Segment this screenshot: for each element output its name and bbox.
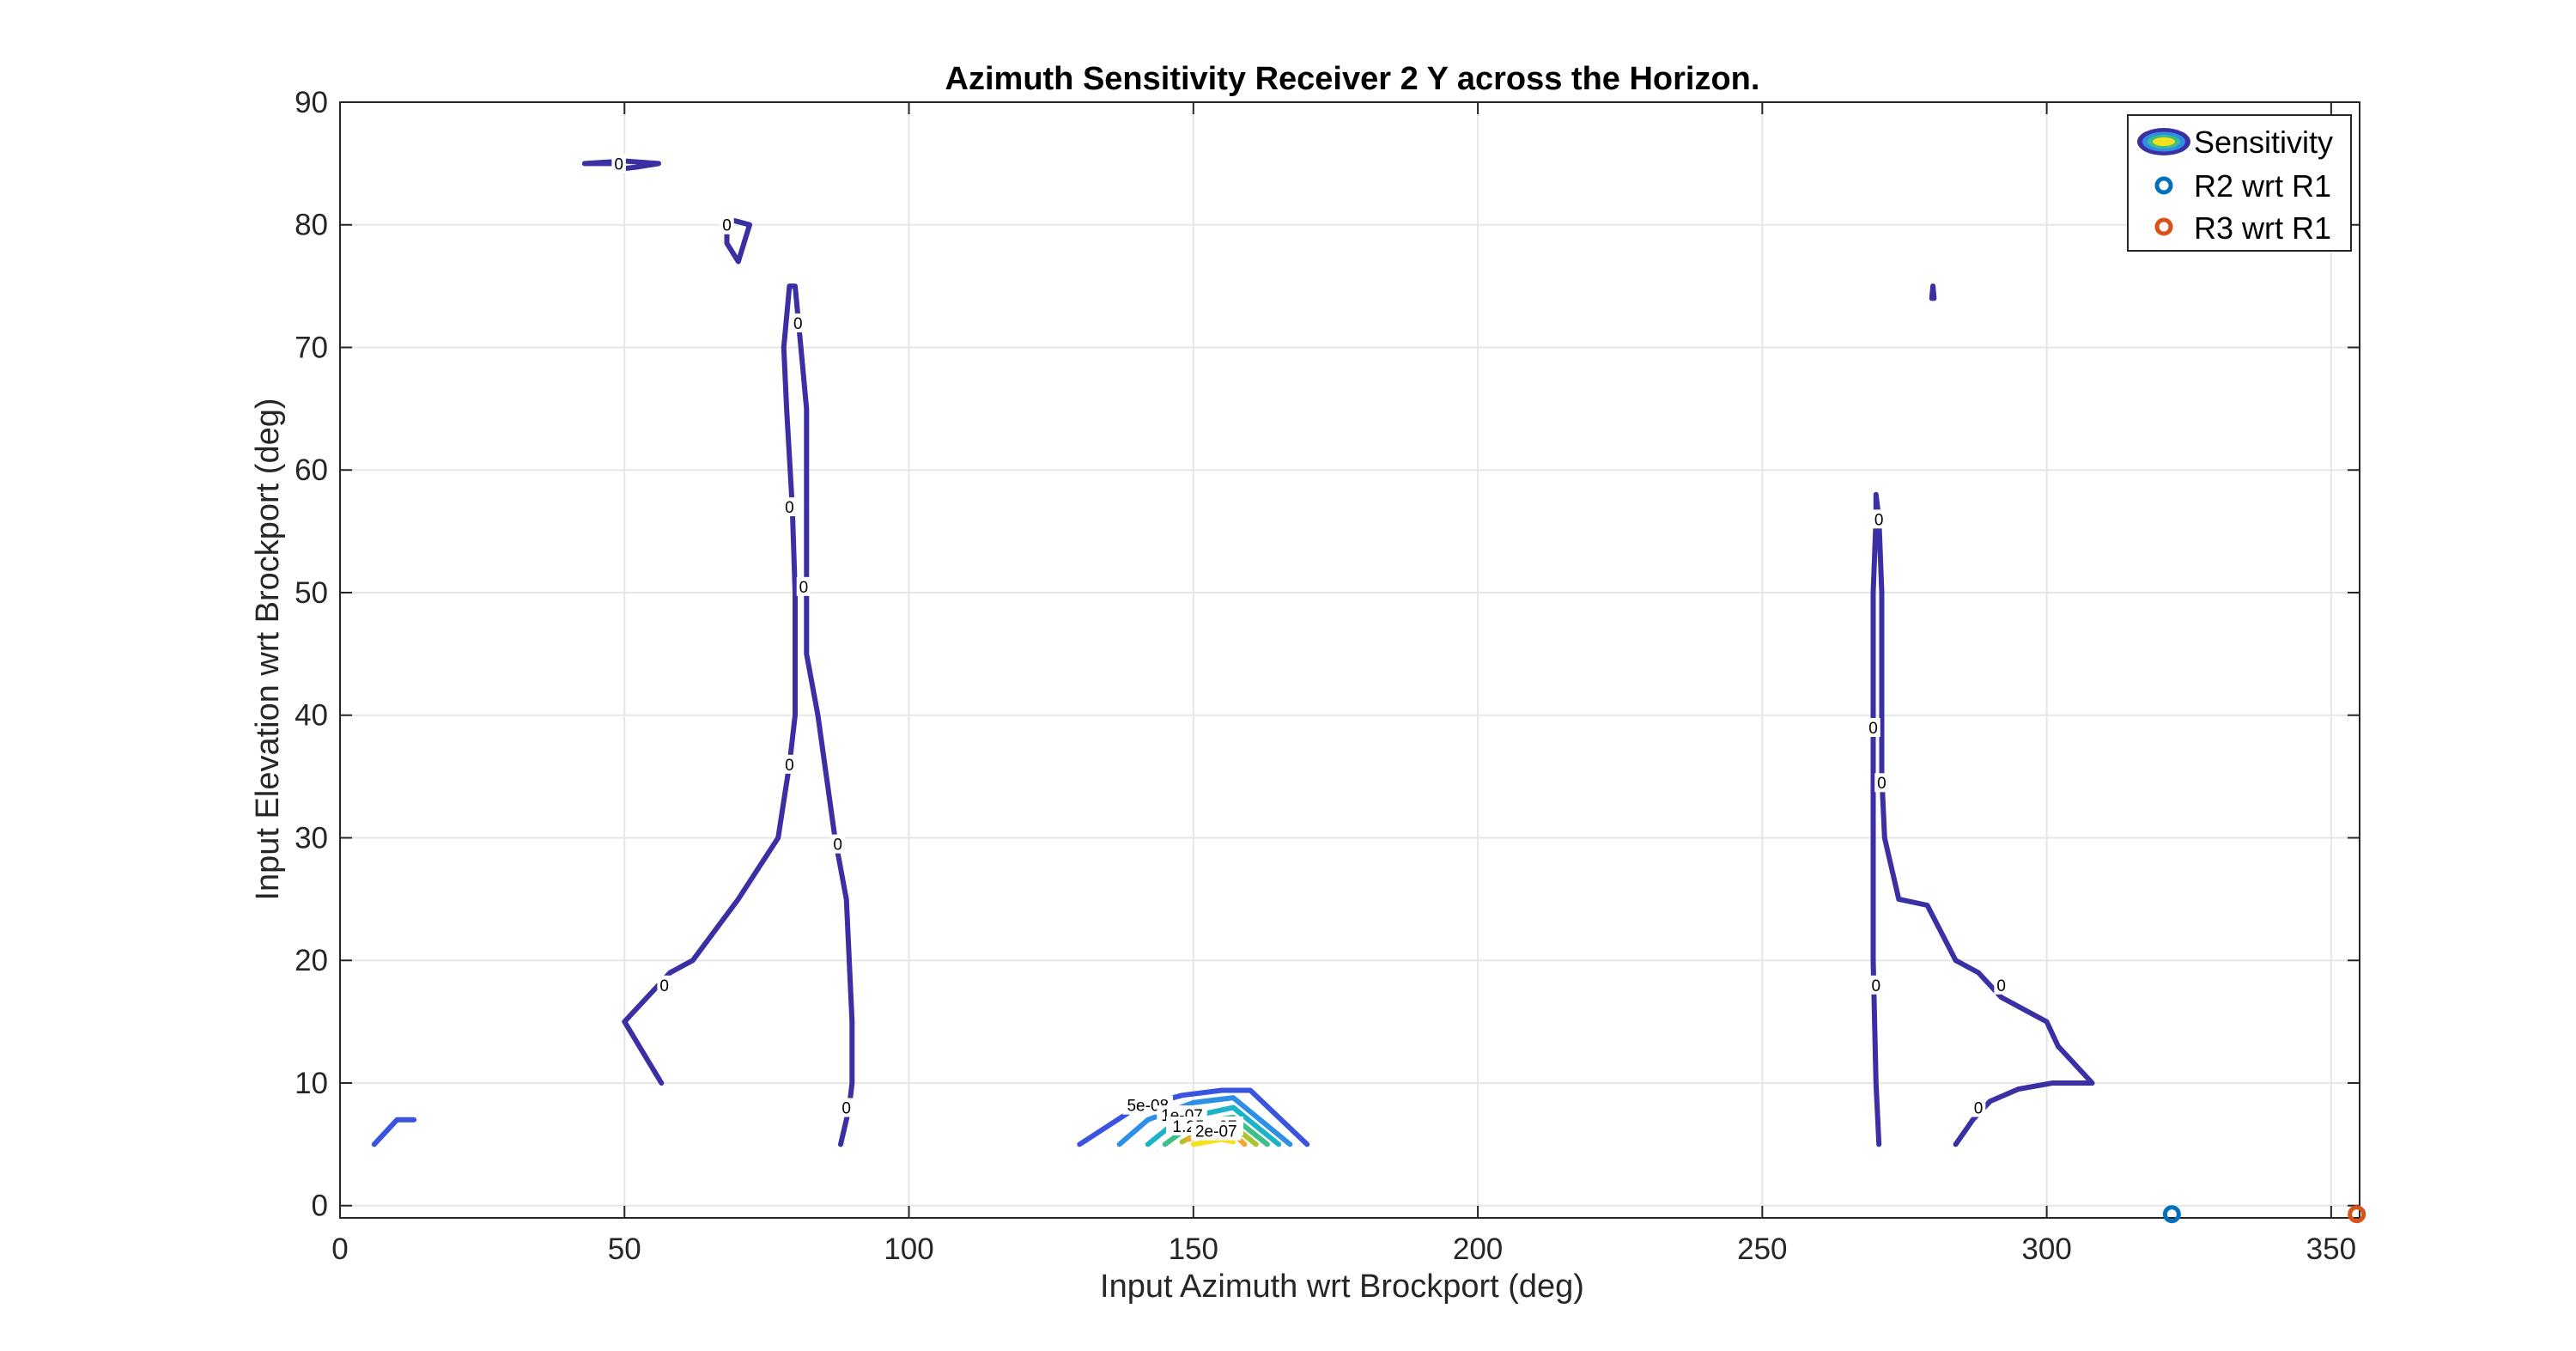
- grid-lines: [339, 101, 2360, 1218]
- contour-label: 0: [799, 579, 809, 597]
- x-tick-label: 50: [608, 1232, 641, 1266]
- y-axis-label: Input Elevation wrt Brockport (deg): [250, 398, 286, 900]
- contour-label-bg: [796, 576, 811, 596]
- contour-label-bg: [720, 215, 734, 234]
- contour-label: 0: [659, 977, 669, 995]
- contour-line: [1870, 491, 2095, 1147]
- contour-label-bg: [1971, 1098, 1986, 1117]
- y-tick-label: 40: [295, 699, 328, 733]
- x-tick-label: 250: [1737, 1232, 1787, 1266]
- contour-label: 0: [1872, 977, 1881, 995]
- contour-line: [622, 283, 855, 1147]
- contour-label: 0: [785, 757, 794, 775]
- legend-item-r3: R3 wrt R1: [2154, 210, 2331, 246]
- contour-label: 0: [1974, 1100, 1984, 1118]
- y-tick-label: 80: [295, 209, 328, 242]
- y-tick-label: 70: [295, 331, 328, 364]
- contour-label: 0: [793, 315, 803, 333]
- contour-label: 0: [785, 499, 794, 517]
- y-tick-label: 10: [295, 1067, 328, 1100]
- y-tick-label: 30: [295, 821, 328, 855]
- contour-label-bg: [611, 154, 626, 173]
- contour-label-bg: [782, 754, 797, 774]
- r3-marker-icon: [2154, 217, 2173, 236]
- contour-label-bg: [782, 497, 797, 517]
- contour-label: 0: [722, 217, 732, 235]
- x-axis-label: Input Azimuth wrt Brockport (deg): [1100, 1269, 1584, 1305]
- contour-label-bg: [1866, 718, 1880, 738]
- legend-item-sensitivity: Sensitivity: [2137, 125, 2333, 160]
- contour-label: 0: [841, 1100, 851, 1118]
- y-tick-label: 50: [295, 576, 328, 610]
- contour-label-bg: [1868, 975, 1884, 995]
- legend: Sensitivity R2 wrt R1 R3 wrt R1: [2127, 114, 2352, 252]
- x-tick-label: 150: [1169, 1232, 1218, 1266]
- legend-label-r2: R2 wrt R1: [2194, 168, 2331, 204]
- y-tick-label: 60: [295, 453, 328, 487]
- contour-line: [1116, 1095, 1293, 1147]
- contour-line: [1929, 283, 1937, 301]
- contour-line: [371, 1117, 417, 1147]
- contour-label: 0: [1874, 511, 1884, 529]
- contour-label-bg: [657, 975, 671, 995]
- contour-label: 0: [1996, 977, 2006, 995]
- contour-label-bg: [791, 313, 805, 332]
- contour-label: 2e-07: [1195, 1123, 1237, 1141]
- y-tick-label: 0: [312, 1190, 328, 1223]
- receiver-marker: [2162, 1205, 2181, 1224]
- contour-label-bg: [839, 1098, 854, 1117]
- contour-label-bg: [1874, 773, 1889, 793]
- contour-label: 0: [1877, 775, 1886, 793]
- x-tick-label: 200: [1453, 1232, 1503, 1266]
- legend-label-r3: R3 wrt R1: [2194, 210, 2331, 246]
- y-tick-label: 20: [295, 944, 328, 977]
- x-tick-label: 300: [2021, 1232, 2071, 1266]
- x-tick-label: 100: [884, 1232, 933, 1266]
- plot-area-frame: [339, 101, 2360, 1219]
- chart-title: Azimuth Sensitivity Receiver 2 Y across …: [945, 61, 1760, 97]
- contour-label: 0: [833, 837, 842, 855]
- legend-label-sensitivity: Sensitivity: [2194, 125, 2333, 160]
- y-tick-label: 90: [295, 86, 328, 119]
- contour-label-bg: [1191, 1121, 1242, 1141]
- contour-label-bg: [1994, 975, 2008, 995]
- contour-label: 0: [614, 155, 623, 173]
- legend-item-r2: R2 wrt R1: [2154, 168, 2331, 204]
- receiver-marker: [2348, 1205, 2366, 1224]
- contour-label-bg: [830, 834, 845, 854]
- contour-label-bg: [1871, 509, 1886, 529]
- r2-marker-icon: [2154, 176, 2173, 195]
- axis-ticks: 0 50 100 150 200 250 300 350 0 10 20 30 40 50 60 70 80 90: [295, 86, 2360, 1266]
- x-tick-label: 350: [2306, 1232, 2356, 1266]
- receiver-markers: [2162, 1205, 2366, 1224]
- x-tick-label: 0: [331, 1232, 348, 1266]
- contour-label: 0: [1868, 720, 1878, 738]
